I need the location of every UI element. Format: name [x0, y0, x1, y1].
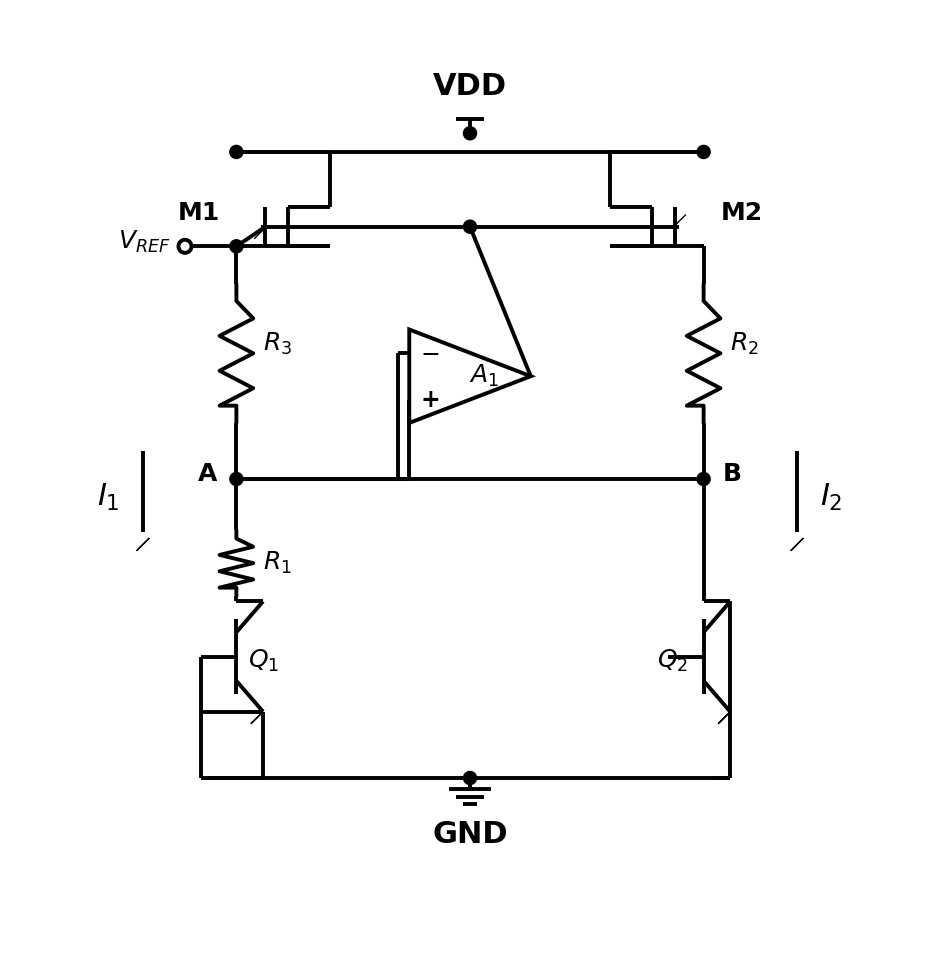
Circle shape: [230, 240, 243, 253]
Text: $Q_2$: $Q_2$: [657, 649, 688, 674]
Text: $R_2$: $R_2$: [729, 331, 759, 357]
Circle shape: [463, 220, 477, 233]
Circle shape: [697, 146, 710, 158]
Text: +: +: [420, 388, 440, 412]
Circle shape: [230, 146, 243, 158]
Text: VDD: VDD: [433, 72, 507, 101]
Circle shape: [697, 472, 710, 486]
Text: $R_3$: $R_3$: [262, 331, 291, 357]
Polygon shape: [136, 538, 149, 551]
Text: M1: M1: [178, 200, 220, 225]
Text: $-$: $-$: [420, 341, 440, 365]
Polygon shape: [251, 712, 263, 723]
Text: $A_1$: $A_1$: [469, 363, 499, 389]
Polygon shape: [254, 227, 266, 239]
Circle shape: [230, 472, 243, 486]
Text: $V_{REF}$: $V_{REF}$: [118, 229, 171, 255]
Text: $I_2$: $I_2$: [821, 482, 843, 513]
Text: M2: M2: [720, 200, 762, 225]
Polygon shape: [674, 215, 686, 227]
Text: $I_1$: $I_1$: [97, 482, 119, 513]
Text: A: A: [198, 463, 218, 487]
Polygon shape: [718, 712, 730, 723]
Text: B: B: [722, 463, 742, 487]
Text: $Q_1$: $Q_1$: [247, 649, 279, 674]
Polygon shape: [791, 538, 804, 551]
Text: $R_1$: $R_1$: [262, 550, 291, 576]
Circle shape: [463, 126, 477, 140]
Circle shape: [463, 771, 477, 785]
Text: GND: GND: [432, 820, 508, 849]
